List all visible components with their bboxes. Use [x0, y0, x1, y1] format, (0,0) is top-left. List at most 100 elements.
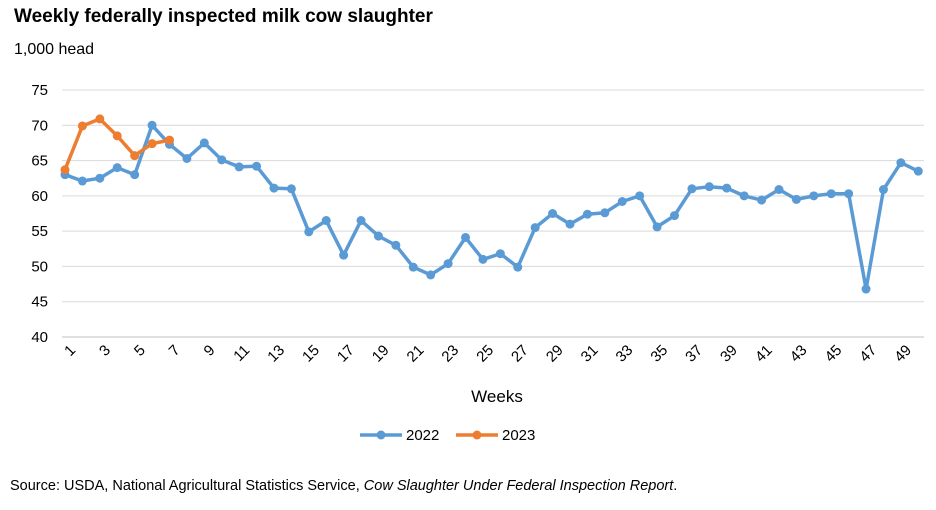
- x-tick-label: 25: [473, 342, 497, 366]
- data-point-2022: [373, 231, 383, 241]
- data-point-2022: [704, 182, 714, 192]
- data-point-2022: [478, 254, 488, 264]
- data-point-2022: [513, 262, 523, 272]
- data-point-2022: [147, 120, 157, 130]
- x-axis-ticks: 1 3 5 7 9 11 13 15 17 19 21 23 25 27 29 31 33 35 37 39 41 43 4…: [61, 342, 915, 366]
- x-tick-label: 37: [682, 342, 706, 366]
- x-tick-label: 1: [61, 342, 79, 360]
- data-point-2022: [408, 262, 418, 272]
- x-tick-label: 29: [543, 342, 567, 366]
- data-point-2022: [809, 191, 819, 201]
- data-point-2022: [461, 232, 471, 242]
- y-tick-label: 40: [31, 329, 48, 346]
- y-tick-label: 60: [31, 188, 48, 205]
- data-point-2022: [199, 138, 209, 148]
- data-point-2023: [130, 151, 140, 161]
- legend-item-2022: 2022: [360, 427, 439, 444]
- data-point-2023: [112, 131, 122, 141]
- series-2023: [60, 114, 174, 175]
- legend-label: 2022: [406, 427, 439, 444]
- data-point-2022: [861, 284, 871, 294]
- y-tick-label: 75: [31, 82, 48, 99]
- data-point-2023: [164, 135, 174, 145]
- x-tick-label: 15: [299, 342, 323, 366]
- data-point-2023: [77, 121, 87, 131]
- y-tick-label: 70: [31, 117, 48, 134]
- data-point-2022: [878, 185, 888, 195]
- data-point-2023: [95, 114, 105, 124]
- gridlines: [62, 89, 924, 338]
- x-tick-label: 17: [334, 342, 358, 366]
- data-point-2022: [391, 240, 401, 250]
- x-tick-label: 13: [264, 342, 288, 366]
- legend-swatch-marker: [472, 430, 482, 440]
- x-tick-label: 35: [647, 342, 671, 366]
- data-point-2022: [844, 189, 854, 199]
- source-note: Source: USDA, National Agricultural Stat…: [10, 478, 677, 494]
- data-point-2022: [669, 211, 679, 221]
- x-tick-label: 9: [201, 342, 219, 360]
- data-point-2022: [652, 222, 662, 232]
- data-point-2022: [582, 209, 592, 219]
- data-point-2022: [356, 216, 366, 226]
- chart-title: Weekly federally inspected milk cow slau…: [14, 6, 433, 27]
- data-point-2023: [147, 139, 157, 149]
- x-tick-label: 19: [369, 342, 393, 366]
- data-point-2022: [443, 259, 453, 269]
- x-tick-label: 41: [752, 342, 776, 366]
- y-tick-label: 50: [31, 258, 48, 275]
- source-report-name: Cow Slaughter Under Federal Inspection R…: [363, 478, 674, 494]
- data-point-2022: [252, 161, 262, 171]
- y-tick-label: 45: [31, 294, 48, 311]
- x-tick-label: 3: [96, 342, 114, 360]
- legend: 2022 2023: [360, 427, 535, 444]
- x-tick-label: 45: [822, 342, 846, 366]
- source-prefix: Source: USDA, National Agricultural Stat…: [10, 478, 364, 494]
- data-point-2022: [791, 194, 801, 204]
- legend-label: 2023: [502, 427, 535, 444]
- data-point-2022: [739, 191, 749, 201]
- data-point-2022: [426, 270, 436, 280]
- x-tick-label: 49: [891, 342, 915, 366]
- legend-item-2023: 2023: [456, 427, 535, 444]
- data-point-2022: [182, 153, 192, 163]
- data-point-2022: [600, 208, 610, 218]
- data-point-2022: [269, 183, 279, 193]
- y-axis-unit-label: 1,000 head: [14, 41, 95, 58]
- x-tick-label: 11: [230, 342, 253, 365]
- data-point-2022: [722, 183, 732, 193]
- data-point-2022: [617, 197, 627, 207]
- data-point-2022: [565, 219, 575, 229]
- x-tick-label: 7: [166, 342, 184, 360]
- x-tick-label: 23: [438, 342, 462, 366]
- x-tick-label: 27: [508, 342, 532, 366]
- x-tick-label: 31: [578, 342, 602, 366]
- x-tick-label: 47: [856, 342, 880, 366]
- x-tick-label: 33: [613, 342, 637, 366]
- x-tick-label: 5: [131, 342, 149, 360]
- data-point-2022: [495, 249, 505, 259]
- data-point-2022: [95, 173, 105, 183]
- data-point-2022: [774, 185, 784, 195]
- data-point-2022: [548, 209, 558, 218]
- source-suffix: .: [673, 478, 678, 494]
- data-point-2022: [234, 162, 244, 172]
- data-point-2022: [896, 158, 906, 168]
- data-point-2022: [286, 184, 296, 194]
- legend-swatch-marker: [376, 430, 386, 440]
- y-axis-ticks: 40 45 50 55 60 65 70 75: [31, 82, 48, 346]
- x-axis-label: Weeks: [471, 387, 523, 406]
- series-layer: [60, 114, 923, 294]
- x-tick-label: 21: [404, 342, 428, 366]
- data-point-2022: [530, 223, 540, 233]
- x-tick-label: 43: [787, 342, 811, 366]
- y-tick-label: 55: [31, 223, 48, 240]
- data-point-2022: [913, 166, 923, 176]
- data-point-2022: [339, 250, 349, 260]
- data-point-2022: [112, 163, 122, 173]
- series-line-2022: [64, 123, 920, 291]
- data-point-2022: [217, 155, 227, 165]
- data-point-2022: [130, 170, 140, 180]
- y-tick-label: 65: [31, 153, 48, 170]
